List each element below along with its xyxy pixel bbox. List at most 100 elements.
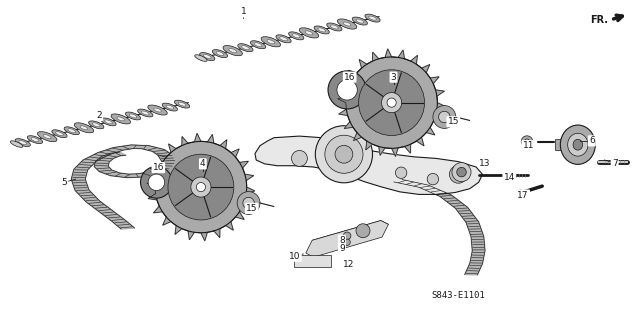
Ellipse shape: [148, 174, 165, 190]
Ellipse shape: [92, 123, 100, 127]
Ellipse shape: [356, 19, 364, 23]
Ellipse shape: [203, 55, 211, 59]
Polygon shape: [154, 206, 166, 217]
Text: 11: 11: [522, 141, 534, 150]
Polygon shape: [306, 220, 389, 257]
Ellipse shape: [199, 52, 215, 60]
Ellipse shape: [328, 71, 366, 109]
Ellipse shape: [129, 114, 137, 118]
Ellipse shape: [343, 22, 351, 26]
Polygon shape: [348, 70, 357, 84]
Polygon shape: [392, 50, 404, 59]
Ellipse shape: [216, 52, 224, 56]
Polygon shape: [201, 231, 214, 241]
Polygon shape: [354, 132, 367, 141]
Ellipse shape: [346, 57, 438, 148]
Text: 16: 16: [153, 163, 164, 172]
Polygon shape: [225, 149, 239, 157]
Ellipse shape: [104, 120, 112, 124]
Polygon shape: [379, 147, 392, 155]
Text: 4: 4: [200, 159, 206, 168]
Polygon shape: [225, 217, 236, 230]
Polygon shape: [214, 140, 227, 149]
Ellipse shape: [427, 173, 439, 185]
Text: 15: 15: [246, 204, 257, 213]
Polygon shape: [357, 60, 367, 73]
Ellipse shape: [452, 163, 471, 182]
Ellipse shape: [318, 28, 326, 32]
Polygon shape: [255, 136, 482, 195]
Ellipse shape: [343, 232, 351, 240]
Ellipse shape: [27, 136, 43, 144]
Text: 17: 17: [517, 190, 529, 200]
Polygon shape: [201, 134, 214, 143]
Polygon shape: [417, 132, 426, 146]
Ellipse shape: [38, 132, 57, 142]
Text: 6: 6: [589, 136, 595, 145]
Ellipse shape: [289, 32, 304, 40]
Text: 2: 2: [96, 111, 102, 120]
Ellipse shape: [250, 41, 266, 49]
Polygon shape: [243, 194, 252, 206]
Ellipse shape: [117, 117, 125, 121]
Ellipse shape: [335, 145, 353, 163]
Polygon shape: [344, 122, 357, 132]
Polygon shape: [188, 133, 201, 143]
Ellipse shape: [299, 28, 318, 38]
Polygon shape: [404, 55, 417, 64]
Polygon shape: [394, 180, 485, 275]
Polygon shape: [338, 96, 347, 109]
Ellipse shape: [344, 239, 350, 245]
Polygon shape: [148, 194, 159, 206]
Ellipse shape: [238, 44, 253, 52]
Ellipse shape: [196, 182, 206, 192]
Ellipse shape: [369, 16, 376, 20]
Polygon shape: [433, 84, 445, 96]
Polygon shape: [341, 84, 350, 96]
Polygon shape: [166, 144, 176, 157]
Ellipse shape: [141, 166, 173, 198]
Ellipse shape: [276, 35, 291, 43]
Ellipse shape: [267, 40, 275, 44]
Ellipse shape: [154, 108, 161, 112]
Polygon shape: [175, 226, 188, 234]
Text: 15: 15: [448, 117, 459, 126]
Polygon shape: [147, 180, 155, 194]
Ellipse shape: [243, 197, 254, 209]
Polygon shape: [236, 157, 248, 168]
Ellipse shape: [359, 70, 424, 136]
Ellipse shape: [292, 34, 300, 38]
Ellipse shape: [292, 150, 308, 166]
Text: 12: 12: [343, 260, 355, 269]
Ellipse shape: [31, 138, 39, 142]
Ellipse shape: [89, 121, 104, 129]
Polygon shape: [162, 217, 176, 226]
Bar: [555, 139, 561, 150]
Ellipse shape: [325, 135, 363, 173]
Text: 14: 14: [503, 173, 515, 182]
Polygon shape: [366, 141, 379, 150]
Ellipse shape: [68, 129, 76, 133]
Ellipse shape: [55, 132, 63, 136]
Ellipse shape: [573, 139, 583, 150]
Text: FR.: FR.: [590, 15, 608, 25]
Polygon shape: [426, 73, 439, 84]
Ellipse shape: [64, 127, 80, 135]
Text: S843-E1101: S843-E1101: [431, 291, 485, 300]
Ellipse shape: [568, 133, 588, 156]
Ellipse shape: [101, 118, 116, 126]
Ellipse shape: [155, 141, 247, 233]
Ellipse shape: [439, 111, 450, 123]
Ellipse shape: [331, 25, 338, 29]
Ellipse shape: [52, 130, 67, 138]
Ellipse shape: [43, 135, 51, 139]
Text: 9: 9: [339, 244, 345, 253]
Ellipse shape: [338, 19, 357, 29]
Ellipse shape: [314, 26, 329, 34]
Ellipse shape: [521, 136, 533, 147]
Polygon shape: [379, 49, 392, 59]
Ellipse shape: [178, 102, 186, 106]
Ellipse shape: [327, 23, 342, 31]
Ellipse shape: [10, 141, 23, 147]
Polygon shape: [214, 226, 225, 237]
